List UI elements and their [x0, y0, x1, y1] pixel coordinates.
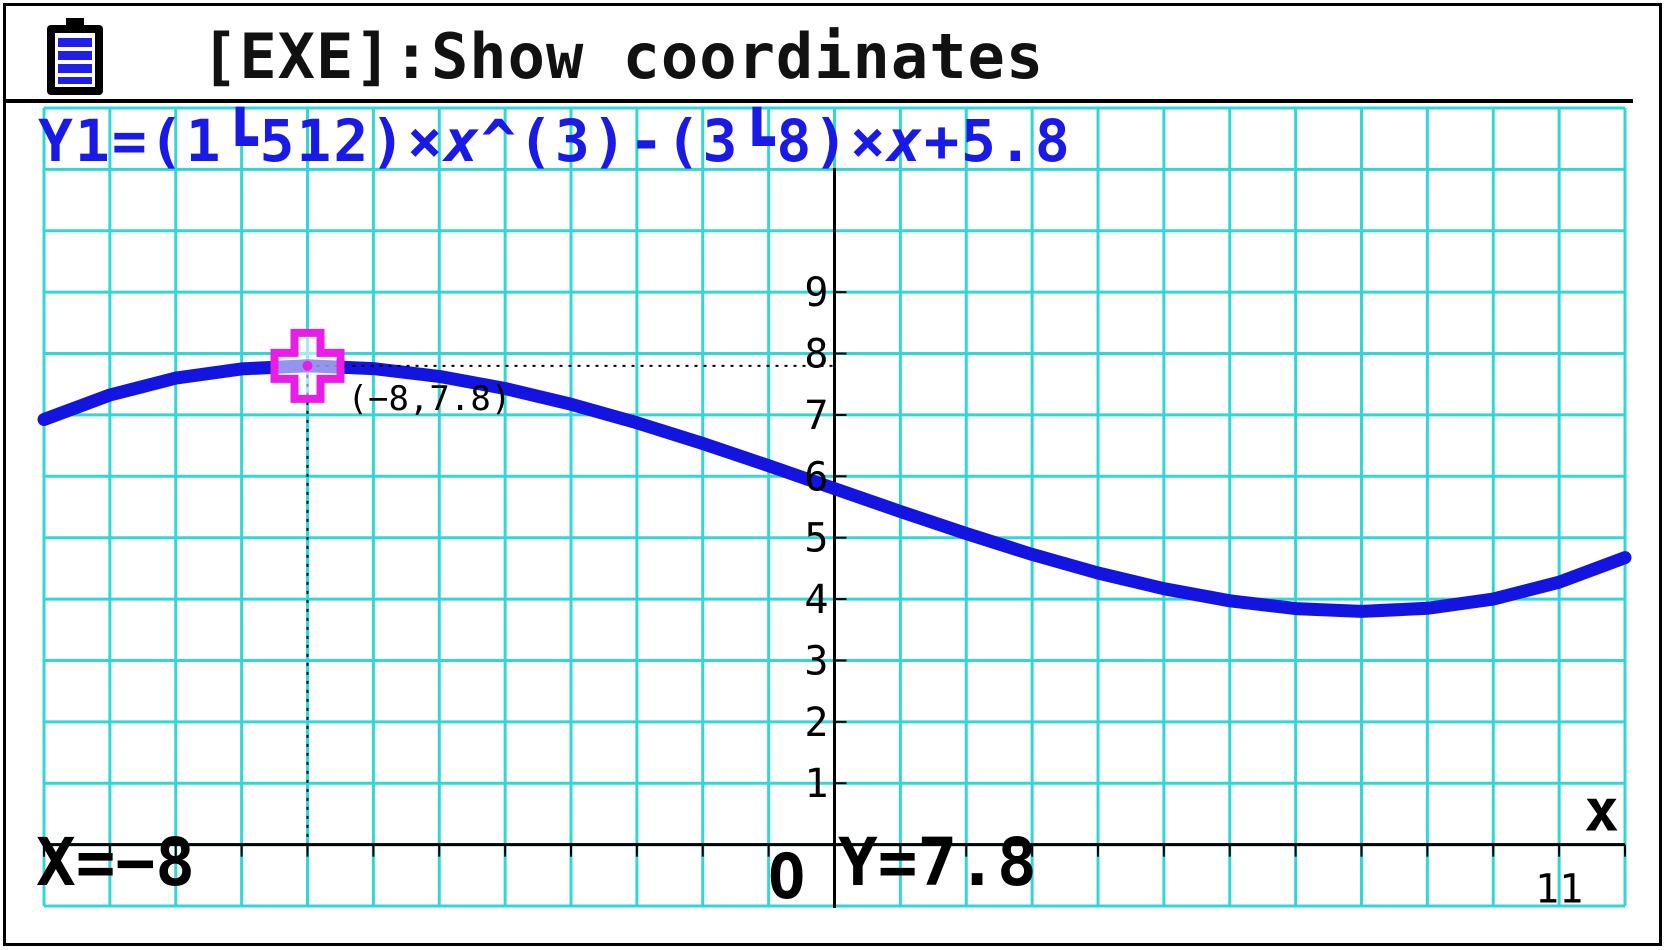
x-tick-label: 11 [1535, 867, 1583, 913]
trace-point [302, 360, 313, 371]
y-tick-label: 3 [804, 638, 828, 684]
equation-middle: ^(3)-(3┗8)× [481, 107, 888, 175]
y-tick-label: 2 [804, 700, 828, 746]
equation-var-2: x [887, 107, 925, 175]
y-tick-label: 6 [804, 454, 828, 500]
equation-var-1: x [444, 107, 482, 175]
y-tick-label: 9 [804, 270, 828, 316]
x-axis-label: x [1584, 777, 1619, 845]
battery-icon [47, 18, 103, 95]
status-message: [EXE]:Show coordinates [201, 20, 1045, 93]
equation-suffix: +5.8 [924, 107, 1072, 175]
y-tick-label: 4 [804, 577, 828, 623]
trace-point-label: (−8,7.8) [348, 379, 512, 419]
function-equation: Y1=(1┗512)×x^(3)-(3┗8)×x+5.8 [38, 108, 1072, 174]
equation-prefix: Y1=(1┗512)× [38, 107, 445, 175]
x-readout: X=−8 [36, 824, 195, 901]
trace-layer: (−8,7.8) [270, 328, 835, 845]
screen-frame [3, 3, 1662, 946]
y-tick-label: 7 [804, 393, 828, 439]
y-readout: Y=7.8 [838, 824, 1037, 901]
y-tick-label: 8 [804, 332, 828, 378]
status-bar: [EXE]:Show coordinates [6, 8, 1626, 102]
tick-labels: 1 2 3 4 5 6 7 8 9 11x [804, 270, 1619, 912]
origin-label: O [768, 840, 806, 913]
y-tick-label: 1 [804, 761, 828, 807]
title-divider [6, 99, 1633, 103]
y-tick-label: 5 [804, 516, 828, 562]
